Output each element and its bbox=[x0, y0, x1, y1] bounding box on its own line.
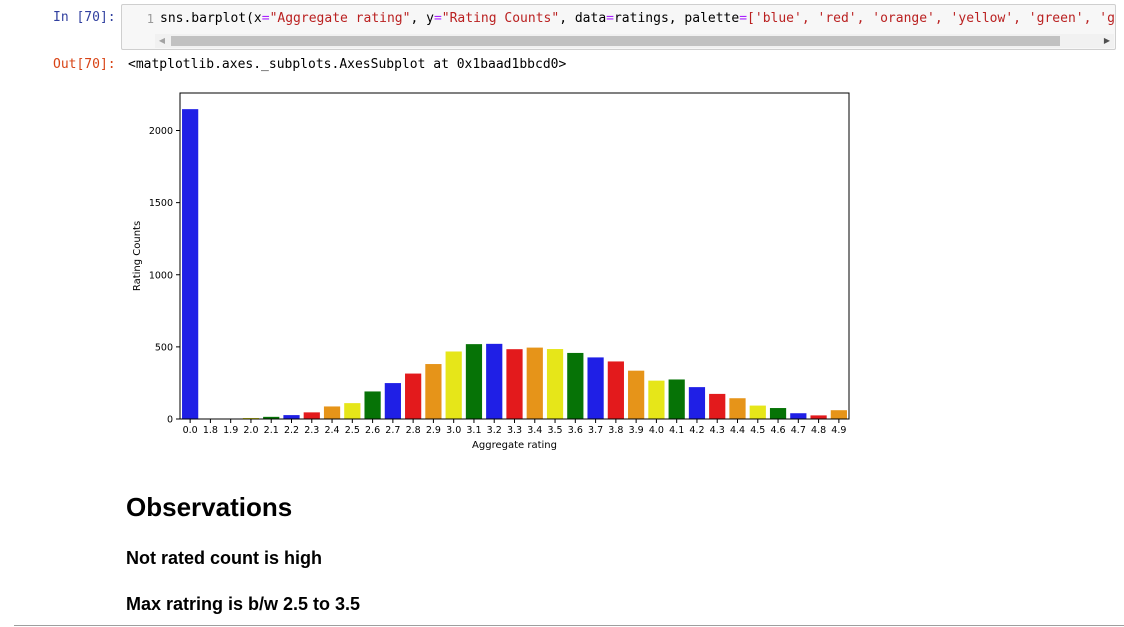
horizontal-scrollbar[interactable]: ◀ ▶ bbox=[155, 34, 1114, 48]
x-tick-label-4.1: 4.1 bbox=[669, 425, 684, 436]
code-data-value: ratings, palette bbox=[613, 11, 740, 26]
bar-4.2 bbox=[688, 387, 706, 419]
line-number: 1 bbox=[146, 12, 154, 26]
x-tick-label-0.0: 0.0 bbox=[183, 425, 198, 436]
bar-2.0 bbox=[242, 417, 260, 419]
bar-4.1 bbox=[668, 379, 685, 419]
x-tick-label-4.6: 4.6 bbox=[770, 425, 785, 436]
code-eq-2: = bbox=[433, 11, 442, 26]
code-palette: ['blue', 'red', 'orange', 'yellow', 'gre… bbox=[747, 11, 1116, 26]
bar-3.7 bbox=[587, 357, 604, 419]
x-tick-label-3.2: 3.2 bbox=[487, 425, 502, 436]
x-tick-label-1.9: 1.9 bbox=[223, 425, 238, 436]
x-tick-label-3.0: 3.0 bbox=[446, 425, 461, 436]
bar-3.6 bbox=[567, 352, 584, 419]
y-axis-label: Rating Counts bbox=[132, 221, 143, 291]
input-prompt: In [70]: bbox=[53, 10, 116, 25]
bar-4.7 bbox=[790, 413, 807, 419]
bar-4.0 bbox=[648, 380, 665, 419]
bar-4.5 bbox=[749, 405, 766, 419]
x-tick-label-2.2: 2.2 bbox=[284, 425, 299, 436]
x-tick-label-2.5: 2.5 bbox=[345, 425, 360, 436]
observation-note-1: Not rated count is high bbox=[126, 548, 322, 568]
output-text: <matplotlib.axes._subplots.AxesSubplot a… bbox=[128, 57, 567, 72]
x-tick-label-3.7: 3.7 bbox=[588, 425, 603, 436]
code-data-part: , data bbox=[559, 11, 607, 26]
output-prompt: Out[70]: bbox=[53, 57, 116, 72]
x-tick-label-4.5: 4.5 bbox=[750, 425, 765, 436]
bar-3.1 bbox=[465, 344, 483, 419]
bar-2.1 bbox=[263, 416, 280, 419]
code-call: sns.barplot(x bbox=[160, 11, 262, 26]
x-tick-label-2.6: 2.6 bbox=[365, 425, 380, 436]
x-axis-label: Aggregate rating bbox=[472, 440, 557, 451]
bar-4.6 bbox=[769, 408, 787, 419]
scroll-left-arrow-icon[interactable]: ◀ bbox=[158, 36, 166, 45]
bar-2.9 bbox=[425, 364, 442, 419]
x-tick-label-4.7: 4.7 bbox=[791, 425, 806, 436]
observations-heading: Observations bbox=[126, 492, 293, 522]
x-tick-label-3.4: 3.4 bbox=[527, 425, 542, 436]
bar-3.5 bbox=[546, 349, 564, 419]
x-tick-label-3.3: 3.3 bbox=[507, 425, 522, 436]
line-number-gutter: 1 bbox=[122, 5, 154, 33]
bar-3.3 bbox=[506, 349, 523, 419]
x-tick-label-1.8: 1.8 bbox=[203, 425, 218, 436]
bar-3.4 bbox=[526, 347, 543, 419]
y-tick-label-500: 500 bbox=[155, 342, 173, 353]
x-tick-label-2.8: 2.8 bbox=[406, 425, 421, 436]
bar-2.7 bbox=[384, 383, 401, 419]
scroll-right-arrow-icon[interactable]: ▶ bbox=[1103, 36, 1111, 45]
bar-2.6 bbox=[364, 391, 381, 419]
y-tick-label-0: 0 bbox=[167, 415, 173, 426]
code-x-value: "Aggregate rating" bbox=[269, 11, 411, 26]
bar-3.9 bbox=[628, 370, 645, 419]
y-tick-label-1500: 1500 bbox=[149, 198, 173, 209]
code-sep1: , y bbox=[410, 11, 434, 26]
bar-0.0 bbox=[182, 109, 199, 419]
code-cell[interactable]: 1 sns.barplot(x="Aggregate rating", y="R… bbox=[121, 4, 1116, 50]
bar-4.8 bbox=[810, 415, 827, 419]
bar-3.0 bbox=[445, 351, 462, 419]
x-tick-label-3.6: 3.6 bbox=[568, 425, 583, 436]
code-eq-1: = bbox=[261, 11, 270, 26]
cell-divider bbox=[14, 625, 1124, 626]
x-tick-label-4.2: 4.2 bbox=[689, 425, 704, 436]
x-tick-label-2.9: 2.9 bbox=[426, 425, 441, 436]
x-tick-label-4.8: 4.8 bbox=[811, 425, 826, 436]
x-tick-label-3.9: 3.9 bbox=[629, 425, 644, 436]
x-tick-label-3.8: 3.8 bbox=[608, 425, 623, 436]
code-eq-3: = bbox=[606, 11, 614, 26]
bar-4.9 bbox=[830, 410, 847, 419]
bar-4.3 bbox=[709, 393, 726, 419]
x-tick-label-4.9: 4.9 bbox=[831, 425, 846, 436]
bar-chart: 0 500 1000 1500 2000 0.0 1.8 1.9 2.0 2.1 2.2 2.3 2.4… bbox=[132, 92, 850, 451]
x-tick-label-2.3: 2.3 bbox=[304, 425, 319, 436]
x-tick-label-2.0: 2.0 bbox=[243, 425, 258, 436]
x-tick-label-4.0: 4.0 bbox=[649, 425, 664, 436]
code-line[interactable]: sns.barplot(x="Aggregate rating", y="Rat… bbox=[160, 5, 1116, 33]
bar-3.8 bbox=[607, 361, 624, 419]
x-tick-label-4.4: 4.4 bbox=[730, 425, 745, 436]
bar-4.4 bbox=[729, 398, 746, 419]
bar-2.2 bbox=[283, 415, 300, 419]
x-tick-label-3.5: 3.5 bbox=[547, 425, 562, 436]
y-tick-label-1000: 1000 bbox=[149, 270, 173, 281]
x-tick-label-3.1: 3.1 bbox=[466, 425, 481, 436]
x-tick-label-2.1: 2.1 bbox=[264, 425, 279, 436]
x-tick-label-2.7: 2.7 bbox=[385, 425, 400, 436]
x-tick-label-4.3: 4.3 bbox=[710, 425, 725, 436]
x-tick-label-2.4: 2.4 bbox=[324, 425, 339, 436]
y-tick-label-2000: 2000 bbox=[149, 126, 173, 137]
bar-2.8 bbox=[405, 373, 422, 419]
bar-3.2 bbox=[486, 343, 503, 419]
observation-note-2: Max ratring is b/w 2.5 to 3.5 bbox=[126, 594, 361, 614]
code-y-value: "Rating Counts" bbox=[441, 11, 560, 26]
bar-2.4 bbox=[323, 406, 341, 419]
code-eq-4: = bbox=[739, 11, 748, 26]
scrollbar-thumb[interactable] bbox=[171, 36, 1060, 46]
bar-2.5 bbox=[344, 403, 361, 419]
bar-2.3 bbox=[303, 412, 320, 419]
